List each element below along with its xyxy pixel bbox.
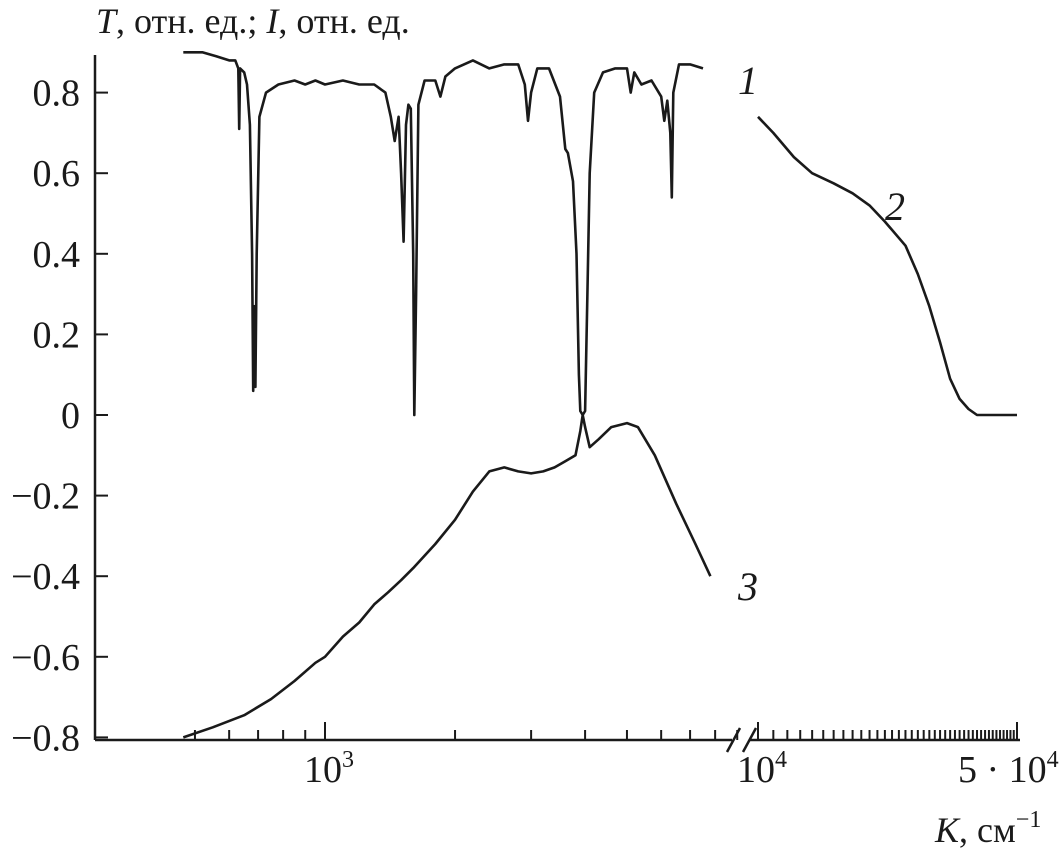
y-tick-label: −0.8 (11, 717, 80, 759)
series-line-2 (757, 115, 1017, 417)
y-tick-label: 0.4 (33, 234, 81, 276)
y-tick-label: −0.4 (11, 556, 80, 598)
curve-label-2: 2 (885, 184, 905, 229)
x-ticks (193, 722, 1018, 740)
x-tick-label-50000: 5 · 104 (958, 747, 1059, 791)
x-tick-label-1000: 103 (304, 747, 354, 791)
x-axis-title: K, см−1 (934, 807, 1041, 850)
y-tick-label: 0.8 (33, 73, 81, 115)
y-tick-label: −0.6 (11, 637, 80, 679)
y-tick-label: 0.6 (33, 153, 81, 195)
curve-label-1: 1 (738, 58, 758, 103)
y-ticks (95, 91, 108, 739)
curve-label-3: 3 (737, 564, 758, 609)
x-tick-label-10000: 104 (737, 747, 787, 791)
series-layer (182, 51, 1017, 739)
y-tick-label: 0 (61, 395, 80, 437)
y-tick-label: 0.2 (33, 314, 81, 356)
y-axis-title: T, отн. ед.; I, отн. ед. (96, 1, 410, 41)
series-line-3 (182, 413, 712, 739)
y-tick-labels: 0.8 0.6 0.4 0.2 0 −0.2 −0.4 −0.6 −0.8 (11, 73, 80, 760)
series-line-1 (183, 51, 704, 417)
y-tick-label: −0.2 (11, 476, 80, 518)
